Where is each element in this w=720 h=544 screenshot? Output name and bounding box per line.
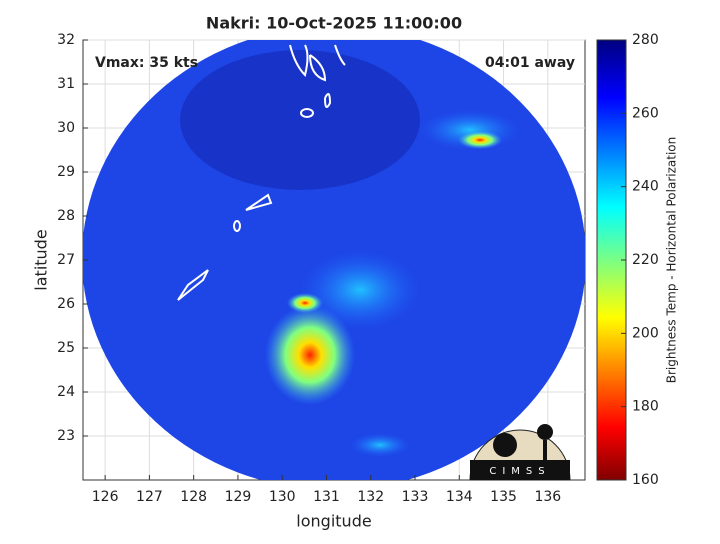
- y-tick-label: 26: [57, 296, 75, 312]
- x-tick-label: 132: [357, 489, 384, 505]
- x-tick-label: 136: [534, 489, 561, 505]
- x-tick-label: 130: [269, 489, 296, 505]
- colorbar-label: Brightness Temp - Horizontal Polarizatio…: [665, 137, 679, 384]
- y-tick-label: 23: [57, 428, 75, 444]
- x-tick-label: 131: [313, 489, 340, 505]
- x-tick-label: 126: [92, 489, 119, 505]
- imagery: [83, 40, 585, 480]
- y-tick-label: 30: [57, 120, 75, 136]
- y-tick-label: 24: [57, 384, 75, 400]
- y-tick-label: 32: [57, 32, 75, 48]
- logo-text: CIMSS: [489, 466, 550, 477]
- x-axis-label: longitude: [296, 512, 371, 531]
- colorbar-tick-label: 220: [632, 252, 659, 268]
- y-tick-label: 29: [57, 164, 75, 180]
- x-tick-label: 134: [446, 489, 473, 505]
- colorbar-tick-label: 160: [632, 472, 659, 488]
- axes: 126 127 128 129 130 131 132 133 134 135 136 23 24 25 2…: [57, 32, 561, 505]
- colorbar-tick-label: 260: [632, 105, 659, 121]
- y-tick-label: 31: [57, 76, 75, 92]
- colorbar-tick-label: 240: [632, 179, 659, 195]
- y-axis-label: latitude: [32, 229, 51, 290]
- chart-title: Nakri: 10-Oct-2025 11:00:00: [206, 14, 462, 33]
- y-tick-label: 28: [57, 208, 75, 224]
- colorbar-tick-label: 200: [632, 325, 659, 341]
- logo: CIMSS: [469, 424, 571, 481]
- x-tick-label: 135: [490, 489, 517, 505]
- colorbar-tick-label: 280: [632, 32, 659, 48]
- x-tick-label: 133: [402, 489, 429, 505]
- x-tick-label: 128: [180, 489, 207, 505]
- x-tick-label: 129: [225, 489, 252, 505]
- annotation: 04:01 away: [485, 55, 575, 71]
- x-tick-label: 127: [136, 489, 163, 505]
- colorbar-tick-label: 180: [632, 399, 659, 415]
- y-tick-label: 27: [57, 252, 75, 268]
- y-tick-label: 25: [57, 340, 75, 356]
- annotation: Vmax: 35 kts: [95, 55, 198, 71]
